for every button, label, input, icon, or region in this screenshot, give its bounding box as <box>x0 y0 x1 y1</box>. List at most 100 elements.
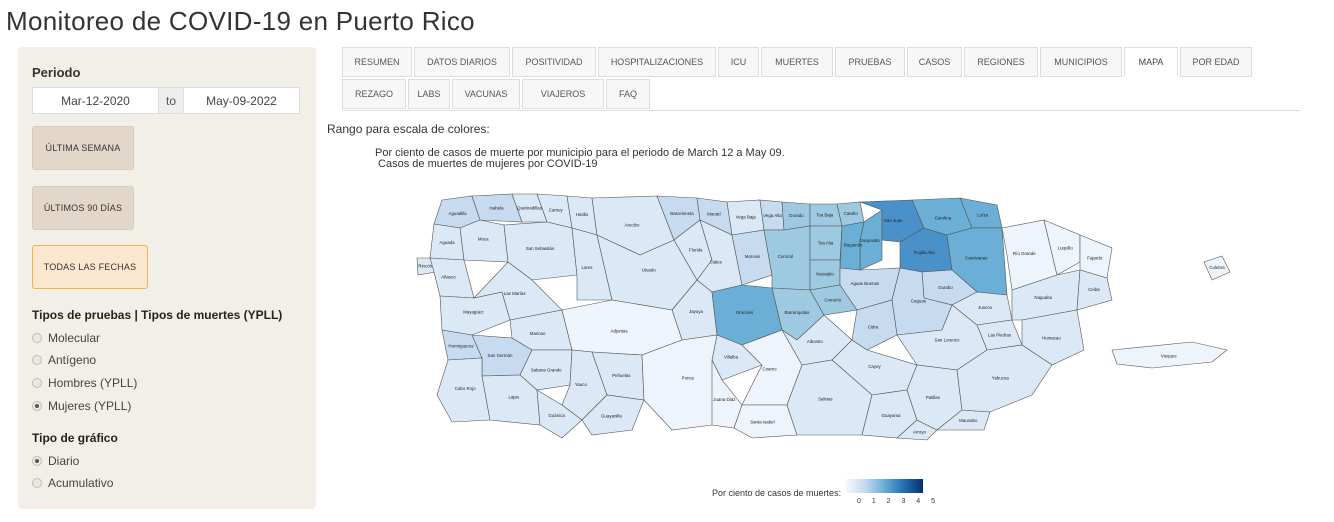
municipality-gu-nica[interactable] <box>536 389 583 439</box>
radio-button-checked-icon[interactable] <box>32 456 42 466</box>
radio-button-icon[interactable] <box>32 478 42 488</box>
tab-regiones[interactable]: REGIONES <box>964 47 1038 77</box>
date-start-input[interactable]: Mar-12-2020 <box>32 87 159 114</box>
municipality-label: Loíza <box>977 212 988 217</box>
page-title: Monitoreo de COVID-19 en Puerto Rico <box>6 6 475 36</box>
municipality-label: Toa Baja <box>816 213 834 218</box>
map-title-line-2: Casos de muertes de mujeres por COVID-19 <box>375 158 598 170</box>
tab-datos-diarios[interactable]: DATOS DIARIOS <box>414 47 510 77</box>
municipality-label: Peñuelas <box>612 373 631 378</box>
municipality-label: Orocovis <box>736 310 754 315</box>
radio-diario[interactable]: Diario <box>32 454 79 468</box>
tab-hospitalizaciones[interactable]: HOSPITALIZACIONES <box>598 47 716 77</box>
radio-button-icon[interactable] <box>32 355 42 365</box>
radio-mujeres[interactable]: Mujeres (YPLL) <box>32 399 131 413</box>
municipality-label: Río Grande <box>1013 251 1036 256</box>
tab-municipios[interactable]: MUNICIPIOS <box>1040 47 1122 77</box>
municipality-label: Aibonito <box>807 339 823 344</box>
municipality-label: Bayamón <box>844 243 863 248</box>
municipality-label: Mayagüez <box>463 309 483 314</box>
municipality-label: Villalba <box>724 355 739 360</box>
municipality-label: Maricao <box>530 331 546 336</box>
municipality-label: Las Marías <box>504 291 527 296</box>
legend-tick: 2 <box>886 498 891 505</box>
radio-label: Hombres (YPLL) <box>48 376 138 390</box>
test-types-label: Tipos de pruebas | Tipos de muertes (YPL… <box>32 308 283 322</box>
municipality-label: Canóvanas <box>965 256 988 261</box>
tab-faq[interactable]: FAQ <box>606 79 650 109</box>
municipality-lares[interactable] <box>571 227 613 301</box>
tab-labs[interactable]: LABS <box>408 79 450 109</box>
municipality-label: San Lorenzo <box>935 338 960 343</box>
last-90-days-button[interactable]: ÚLTIMOS 90 DÍAS <box>32 186 134 230</box>
tab-icu[interactable]: ICU <box>718 47 759 77</box>
municipality-label: Fajardo <box>1087 255 1102 260</box>
municipality-humacao[interactable] <box>1021 309 1085 366</box>
municipality-label: Barranquitas <box>785 310 811 315</box>
municipality-label: Quebradillas <box>517 206 542 211</box>
municipality-culebra[interactable] <box>1203 255 1231 281</box>
municipality-label: Santa Isabel <box>750 420 774 425</box>
last-week-button[interactable]: ÚLTIMA SEMANA <box>32 126 134 170</box>
municipality-santa-isabel[interactable] <box>733 404 798 439</box>
municipality-label: Guaynabo <box>859 238 880 243</box>
municipality-bayam-n[interactable] <box>839 221 865 271</box>
municipality-label: Isabela <box>489 206 504 211</box>
municipality-label: Ciales <box>710 260 723 265</box>
tab-por-edad[interactable]: POR EDAD <box>1180 47 1252 77</box>
municipality-label: Humacao <box>1042 336 1061 341</box>
legend-label: Por ciento de casos de muertes: <box>712 488 842 498</box>
municipality-yabucoa[interactable] <box>956 344 1053 413</box>
municipality-label: Manatí <box>707 211 721 216</box>
date-end-input[interactable]: May-09-2022 <box>183 87 300 114</box>
legend-tick: 5 <box>931 498 935 505</box>
municipality-label: Yauco <box>575 382 588 387</box>
municipality-label: Las Piedras <box>988 333 1012 338</box>
radio-hombres[interactable]: Hombres (YPLL) <box>32 376 137 390</box>
tab-positividad[interactable]: POSITIVIDAD <box>512 47 596 77</box>
radio-molecular[interactable]: Molecular <box>32 331 100 345</box>
municipality-label: Aguada <box>439 240 455 245</box>
radio-button-checked-icon[interactable] <box>32 401 42 411</box>
radio-label: Antígeno <box>48 353 97 367</box>
municipality-label: Sabana Grande <box>531 368 563 373</box>
municipality-label: Juncos <box>978 305 993 310</box>
municipality-label: Comerío <box>824 298 841 303</box>
tab-viajeros[interactable]: VIAJEROS <box>522 79 604 109</box>
tab-rezago[interactable]: REZAGO <box>342 79 406 109</box>
municipality-vieques[interactable] <box>1111 341 1228 369</box>
municipality-label: Moca <box>478 237 489 242</box>
municipality-label: Rincón <box>418 263 432 268</box>
all-dates-button[interactable]: TODAS LAS FECHAS <box>32 245 148 289</box>
municipality-label: Hormigueros <box>448 343 474 348</box>
tab-vacunas[interactable]: VACUNAS <box>452 79 520 109</box>
municipality-cidra[interactable] <box>851 299 898 351</box>
radio-antigeno[interactable]: Antígeno <box>32 353 96 367</box>
municipality-label: Aguas Buenas <box>851 281 880 286</box>
radio-label: Diario <box>48 454 80 468</box>
legend-color-bar <box>845 479 924 493</box>
municipality-label: Lares <box>582 265 594 270</box>
tab-casos[interactable]: CASOS <box>907 47 962 77</box>
tab-muertes[interactable]: MUERTES <box>761 47 833 77</box>
municipality-label: San Juan <box>884 218 903 223</box>
radio-button-icon[interactable] <box>32 333 42 343</box>
municipality-label: Cayey <box>868 364 881 369</box>
municipality-label: Gurabo <box>938 285 953 290</box>
municipality-label: Luquillo <box>1058 246 1074 251</box>
municipality-label: Toa Alta <box>818 241 834 246</box>
map-legend: Por ciento de casos de muertes: 0 1 2 3 … <box>712 479 935 505</box>
municipality-label: Cidra <box>868 325 879 330</box>
municipality-ceiba[interactable] <box>1076 269 1113 311</box>
radio-acumulativo[interactable]: Acumulativo <box>32 476 113 490</box>
tab-mapa[interactable]: MAPA <box>1124 47 1178 77</box>
tab-pruebas[interactable]: PRUEBAS <box>835 47 905 77</box>
municipality-label: Aguadilla <box>449 211 468 216</box>
tab-resumen[interactable]: RESUMEN <box>342 47 412 77</box>
radio-button-icon[interactable] <box>32 378 42 388</box>
municipality-guayanilla[interactable] <box>581 394 645 436</box>
municipality-label: Dorado <box>789 213 804 218</box>
legend-tick: 0 <box>857 498 861 505</box>
municipality-label: Cataño <box>844 211 859 216</box>
radio-label: Acumulativo <box>48 476 114 490</box>
